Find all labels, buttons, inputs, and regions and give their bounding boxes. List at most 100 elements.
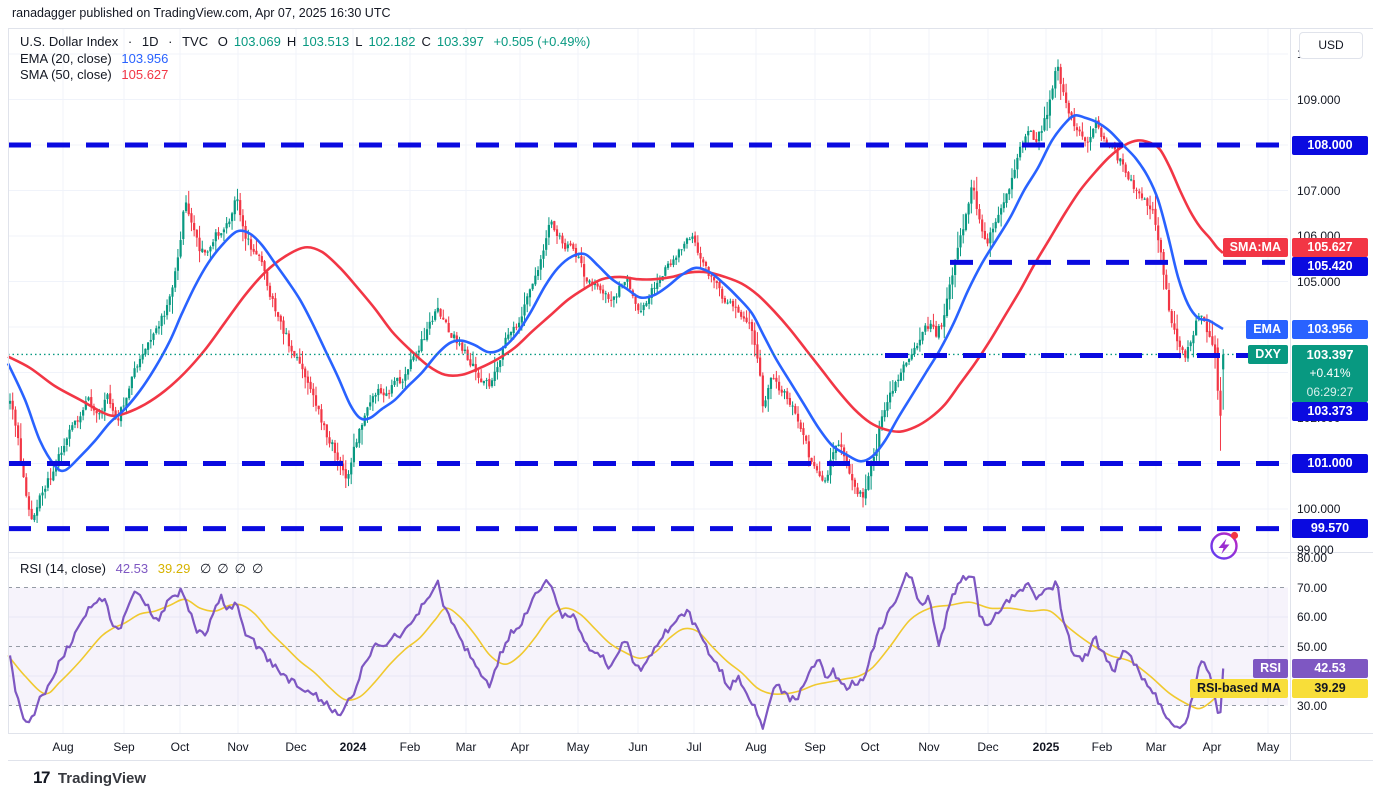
sma-label: SMA (50, close) xyxy=(20,67,112,82)
currency-scale-button[interactable]: USD xyxy=(1299,32,1363,59)
axis-value-label: 42.53 xyxy=(1292,659,1368,679)
dxy-price: 103.397 xyxy=(1306,346,1354,362)
time-axis-label: Sep xyxy=(113,740,135,754)
price-tick: 105.000 xyxy=(1297,274,1341,289)
price-tick: 107.000 xyxy=(1297,183,1341,198)
time-axis-label: May xyxy=(1256,740,1280,754)
time-axis-bottom-border xyxy=(8,760,1373,761)
ohlc-key: O xyxy=(217,34,228,49)
rsi-empty-value: ∅ xyxy=(217,561,229,576)
ohlc-values: O 103.069 H 103.513 L 102.182 C 103.397 xyxy=(212,34,484,49)
sma-legend-row[interactable]: SMA (50, close) 105.627 xyxy=(20,67,168,82)
rsi-tick: 60.00 xyxy=(1297,610,1328,624)
panel-separator[interactable] xyxy=(8,552,1373,553)
tradingview-logo[interactable]: 17 TradingView xyxy=(33,768,146,788)
change-value: +0.505 (+0.49%) xyxy=(493,34,591,49)
time-axis-label: 2025 xyxy=(1032,740,1060,754)
time-axis-label: Dec xyxy=(285,740,307,754)
time-axis-label: Feb xyxy=(399,740,421,754)
tradingview-logo-mark-icon: 17 xyxy=(33,768,50,787)
ohlc-key: H xyxy=(286,34,297,49)
time-axis-label: Aug xyxy=(745,740,767,754)
ohlc-key: C xyxy=(421,34,431,49)
legend-separator: · xyxy=(127,34,133,49)
rsi-empty-value: ∅ xyxy=(251,561,264,576)
axis-value-label: 101.000 xyxy=(1292,454,1368,473)
ema-value: 103.956 xyxy=(121,51,169,66)
time-axis-label: Mar xyxy=(1145,740,1167,754)
axis-value-label: 39.29 xyxy=(1292,678,1368,698)
time-axis-label: Oct xyxy=(170,740,190,754)
time-axis-label: 2024 xyxy=(339,740,367,754)
tradingview-logo-text: TradingView xyxy=(57,769,147,787)
rsi-empty-values: ∅ ∅ ∅ ∅ xyxy=(194,561,263,576)
dxy-countdown: 06:29:27 xyxy=(1306,384,1354,399)
rsi-ma-value: 39.29 xyxy=(157,561,191,576)
time-axis-label: Jul xyxy=(686,740,702,754)
sma50-line[interactable] xyxy=(7,139,1224,434)
time-axis-label: Oct xyxy=(860,740,880,754)
rsi-tick: 70.00 xyxy=(1297,580,1328,595)
lightning-badge-icon[interactable] xyxy=(1204,525,1248,569)
notification-dot xyxy=(1230,531,1239,540)
axis-value-label: 105.420 xyxy=(1292,256,1368,276)
rsi-tick: 80.00 xyxy=(1297,551,1328,565)
rsi-line[interactable] xyxy=(8,572,1225,730)
price-tick: 99.000 xyxy=(1297,543,1334,557)
time-axis-label: Sep xyxy=(804,740,826,754)
rsi-value: 42.53 xyxy=(115,561,149,576)
time-axis-label: Feb xyxy=(1091,740,1113,754)
symbol-legend-row[interactable]: U.S. Dollar Index · 1D · TVC O 103.069 H 10… xyxy=(20,34,590,49)
dxy-change: +0.41% xyxy=(1309,365,1351,380)
time-axis-label: Dec xyxy=(977,740,999,754)
time-axis-label: Nov xyxy=(227,740,249,754)
time-axis-label: Apr xyxy=(510,740,530,754)
ema-label: EMA (20, close) xyxy=(20,51,112,66)
axis-tag-dxy: DXY xyxy=(1248,344,1288,364)
price-scale-border xyxy=(1290,28,1291,761)
ohlc-value: 103.397 xyxy=(436,34,484,49)
time-axis-label: Mar xyxy=(455,740,477,754)
ohlc-value: 102.182 xyxy=(368,34,416,49)
ohlc-value: 103.069 xyxy=(233,34,281,49)
rsi-tick: 30.00 xyxy=(1297,698,1328,713)
axis-value-label: 99.570 xyxy=(1292,519,1368,539)
price-tick: 109.000 xyxy=(1297,92,1341,107)
chart-top-border xyxy=(8,28,1373,29)
legend-separator: · xyxy=(168,34,173,49)
rsi-empty-value: ∅ xyxy=(234,561,246,576)
axis-tag-rsi-based-ma: RSI-based MA xyxy=(1189,678,1288,698)
time-axis-top-border xyxy=(8,733,1373,734)
rsi-label: RSI (14, close) xyxy=(20,561,106,576)
rsi-tick: 50.00 xyxy=(1297,639,1328,654)
rsi-legend-row[interactable]: RSI (14, close) 42.53 39.29 ∅ ∅ ∅ ∅ xyxy=(20,561,263,577)
publish-watermark: ranadagger published on TradingView.com,… xyxy=(12,6,391,20)
symbol-interval[interactable]: 1D xyxy=(141,34,159,49)
axis-value-label: 105.627 xyxy=(1292,237,1368,257)
ohlc-value: 103.513 xyxy=(302,34,350,49)
time-axis-label: Nov xyxy=(918,740,940,754)
axis-tag-sma-ma: SMA:MA xyxy=(1222,237,1288,257)
chart-left-border xyxy=(8,28,9,733)
axis-value-label: 103.373 xyxy=(1292,401,1368,421)
symbol-exchange: TVC xyxy=(182,34,209,49)
ema20-line[interactable] xyxy=(6,113,1224,473)
lightning-bolt-icon xyxy=(1218,538,1230,554)
time-axis-label: May xyxy=(566,740,590,754)
time-axis-label: Apr xyxy=(1202,740,1222,754)
axis-value-label: 108.000 xyxy=(1292,135,1368,155)
symbol-title[interactable]: U.S. Dollar Index xyxy=(20,34,119,49)
ohlc-key: L xyxy=(355,34,363,49)
axis-value-label: 103.956 xyxy=(1292,319,1368,339)
ema-legend-row[interactable]: EMA (20, close) 103.956 xyxy=(20,51,168,66)
time-axis-label: Aug xyxy=(52,740,74,754)
rsi-empty-value: ∅ xyxy=(199,561,212,576)
sma-value: 105.627 xyxy=(121,67,169,82)
axis-tag-rsi: RSI xyxy=(1253,659,1288,679)
dxy-price-label: 103.397 +0.41% 06:29:27 xyxy=(1292,344,1368,402)
axis-tag-ema: EMA xyxy=(1246,319,1288,339)
price-tick: 100.000 xyxy=(1297,502,1341,516)
time-axis-label: Jun xyxy=(628,740,648,754)
